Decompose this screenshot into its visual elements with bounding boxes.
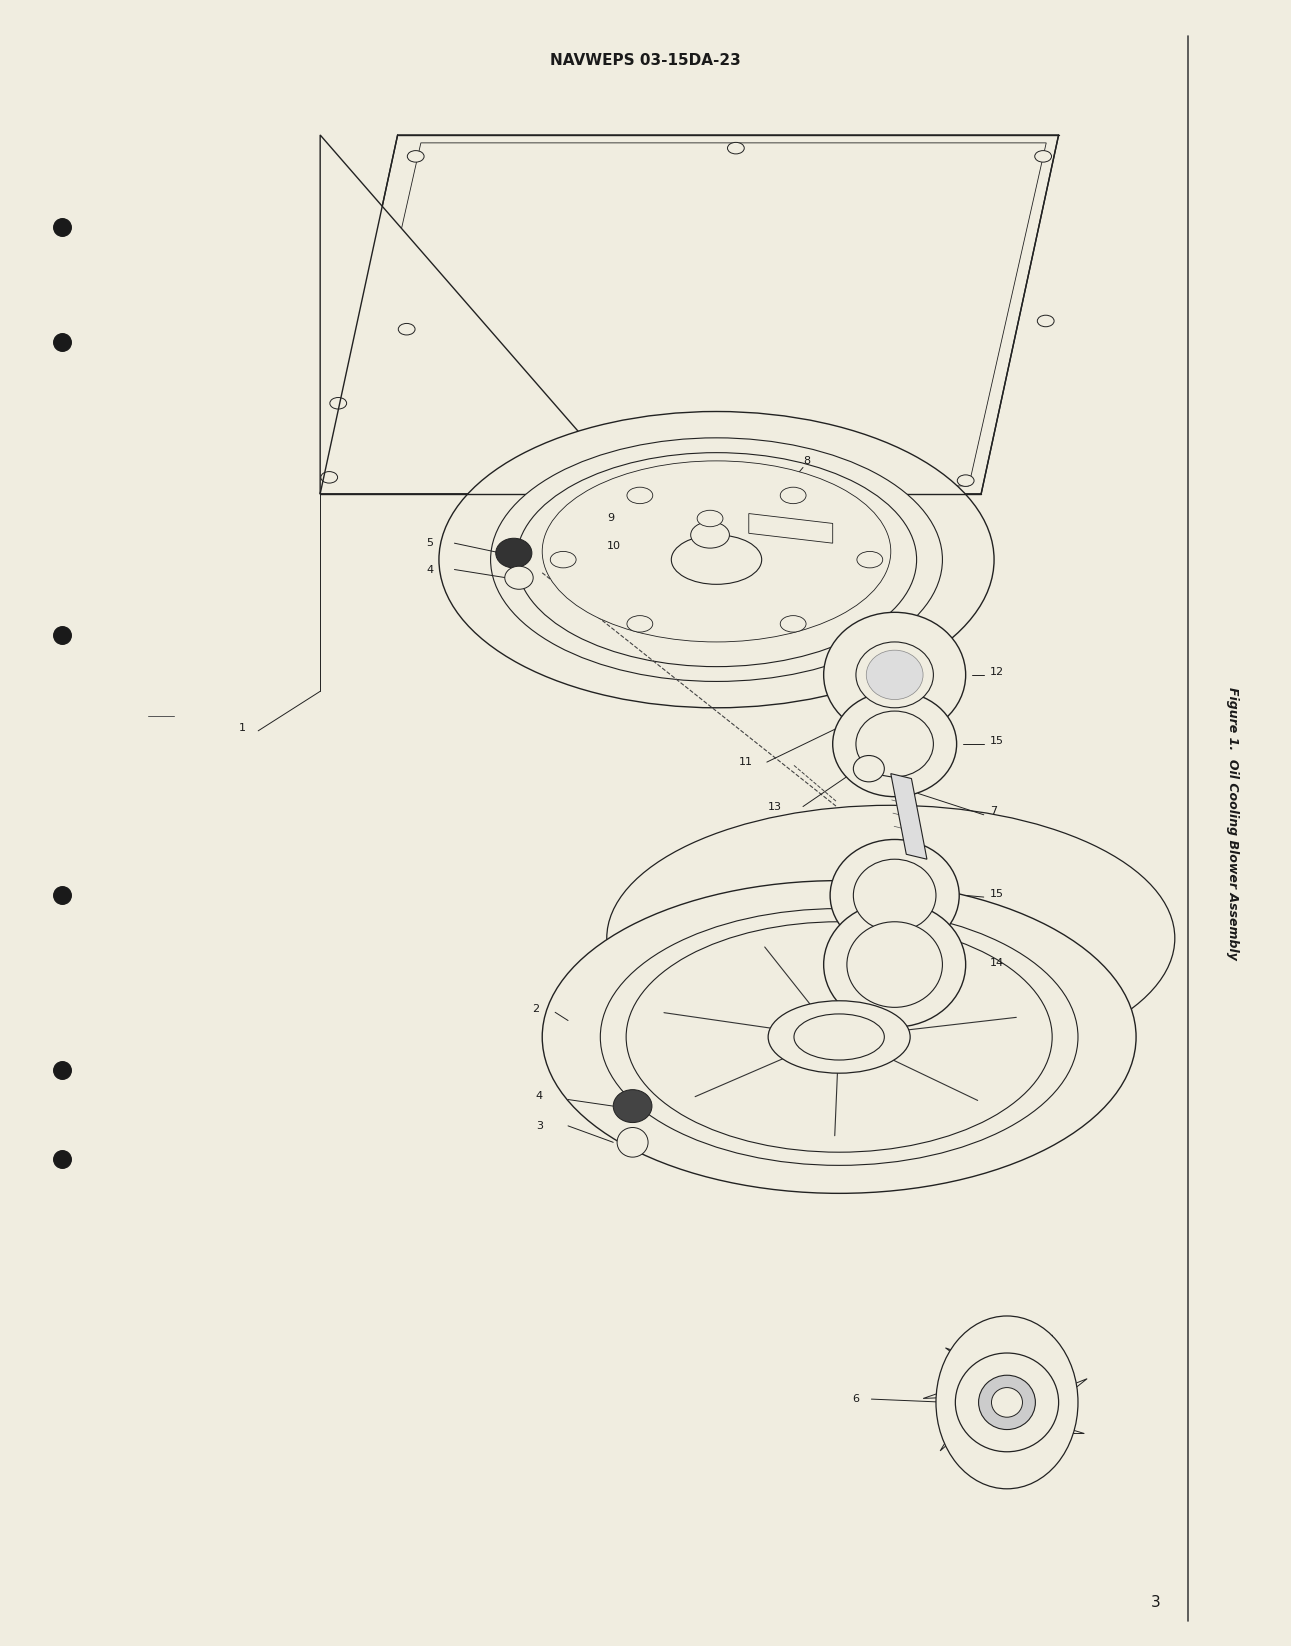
Ellipse shape bbox=[857, 551, 883, 568]
Point bbox=[52, 882, 72, 909]
Ellipse shape bbox=[957, 476, 973, 487]
Ellipse shape bbox=[607, 805, 1175, 1072]
Ellipse shape bbox=[727, 143, 744, 155]
Ellipse shape bbox=[542, 881, 1136, 1193]
Point bbox=[52, 622, 72, 649]
Ellipse shape bbox=[407, 151, 423, 163]
Ellipse shape bbox=[627, 487, 653, 504]
Polygon shape bbox=[320, 135, 633, 494]
Ellipse shape bbox=[794, 1014, 884, 1060]
Polygon shape bbox=[343, 143, 1046, 486]
Point bbox=[52, 329, 72, 356]
Ellipse shape bbox=[600, 909, 1078, 1165]
Text: 4: 4 bbox=[426, 565, 434, 574]
Text: 8: 8 bbox=[803, 456, 811, 466]
Ellipse shape bbox=[866, 650, 923, 700]
Ellipse shape bbox=[856, 711, 933, 777]
Ellipse shape bbox=[833, 691, 957, 797]
Text: 2: 2 bbox=[532, 1004, 540, 1014]
Text: 14: 14 bbox=[990, 958, 1004, 968]
Ellipse shape bbox=[516, 453, 917, 667]
Text: 4: 4 bbox=[536, 1091, 544, 1101]
Ellipse shape bbox=[824, 612, 966, 737]
Ellipse shape bbox=[627, 616, 653, 632]
Ellipse shape bbox=[853, 859, 936, 932]
Ellipse shape bbox=[780, 616, 806, 632]
Polygon shape bbox=[1033, 1420, 1084, 1434]
Ellipse shape bbox=[691, 522, 729, 548]
Polygon shape bbox=[940, 1409, 972, 1450]
Ellipse shape bbox=[856, 642, 933, 708]
Text: 3: 3 bbox=[536, 1121, 542, 1131]
Ellipse shape bbox=[542, 461, 891, 642]
Polygon shape bbox=[1033, 1335, 1052, 1384]
Text: 12: 12 bbox=[990, 667, 1004, 677]
Ellipse shape bbox=[824, 902, 966, 1027]
Text: 5: 5 bbox=[426, 538, 432, 548]
Text: 11: 11 bbox=[738, 757, 753, 767]
Ellipse shape bbox=[617, 1128, 648, 1157]
Polygon shape bbox=[749, 514, 833, 543]
Polygon shape bbox=[1006, 1439, 1046, 1473]
Polygon shape bbox=[923, 1381, 972, 1399]
Ellipse shape bbox=[550, 551, 576, 568]
Ellipse shape bbox=[853, 756, 884, 782]
Polygon shape bbox=[1047, 1379, 1087, 1411]
Ellipse shape bbox=[496, 538, 532, 568]
Ellipse shape bbox=[491, 438, 942, 681]
Ellipse shape bbox=[991, 1388, 1022, 1417]
Ellipse shape bbox=[398, 323, 414, 334]
Ellipse shape bbox=[955, 1353, 1059, 1452]
Text: 9: 9 bbox=[607, 514, 615, 523]
Ellipse shape bbox=[1035, 151, 1051, 163]
Polygon shape bbox=[320, 135, 1059, 494]
Ellipse shape bbox=[979, 1376, 1035, 1429]
Ellipse shape bbox=[613, 1090, 652, 1123]
Ellipse shape bbox=[780, 487, 806, 504]
Text: 7: 7 bbox=[990, 807, 998, 816]
Ellipse shape bbox=[830, 839, 959, 951]
Text: 6: 6 bbox=[852, 1394, 859, 1404]
Ellipse shape bbox=[330, 398, 346, 410]
Ellipse shape bbox=[1038, 316, 1053, 328]
Text: 13: 13 bbox=[768, 802, 782, 811]
Ellipse shape bbox=[320, 472, 337, 484]
Text: 15: 15 bbox=[990, 736, 1004, 746]
Ellipse shape bbox=[505, 566, 533, 589]
Polygon shape bbox=[945, 1348, 994, 1373]
Text: 15: 15 bbox=[990, 889, 1004, 899]
Point bbox=[52, 214, 72, 240]
Polygon shape bbox=[997, 1323, 1022, 1366]
Ellipse shape bbox=[626, 922, 1052, 1152]
Text: 1: 1 bbox=[239, 723, 245, 732]
Point bbox=[52, 1146, 72, 1172]
Polygon shape bbox=[891, 774, 927, 859]
Point bbox=[52, 1057, 72, 1083]
Ellipse shape bbox=[671, 535, 762, 584]
Text: 10: 10 bbox=[607, 542, 621, 551]
Polygon shape bbox=[980, 1432, 994, 1481]
Ellipse shape bbox=[768, 1001, 910, 1073]
Ellipse shape bbox=[847, 922, 942, 1007]
Text: Figure 1.  Oil Cooling Blower Assembly: Figure 1. Oil Cooling Blower Assembly bbox=[1226, 686, 1239, 960]
Ellipse shape bbox=[439, 412, 994, 708]
Ellipse shape bbox=[697, 510, 723, 527]
Ellipse shape bbox=[936, 1317, 1078, 1488]
Text: NAVWEPS 03-15DA-23: NAVWEPS 03-15DA-23 bbox=[550, 53, 741, 67]
Text: 3: 3 bbox=[1150, 1595, 1161, 1610]
